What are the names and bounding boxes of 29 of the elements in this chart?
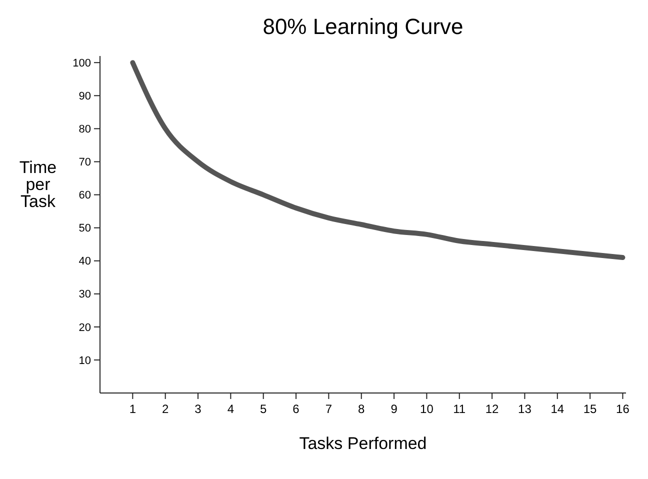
y-tick-label: 40 xyxy=(78,256,91,268)
x-tick-label: 5 xyxy=(260,402,268,416)
y-tick-label: 100 xyxy=(72,57,91,70)
y-axis-title: Time per Task xyxy=(19,158,57,211)
chart-title: 80% Learning Curve xyxy=(262,14,464,39)
y-tick-label: 30 xyxy=(78,288,91,301)
x-tick-label: 14 xyxy=(550,402,564,416)
x-tick-label: 3 xyxy=(194,402,202,416)
x-tick-label: 15 xyxy=(583,402,598,416)
x-axis-title: Tasks Performed xyxy=(299,434,427,453)
x-tick-label: 1 xyxy=(129,402,136,416)
y-tick-label: 10 xyxy=(78,354,91,367)
y-tick-label: 50 xyxy=(78,222,91,235)
x-tick-label: 16 xyxy=(616,402,630,416)
x-tick-label: 7 xyxy=(325,402,332,416)
x-tick-label: 4 xyxy=(227,402,234,416)
x-tick-label: 11 xyxy=(453,402,466,416)
y-tick-label: 70 xyxy=(78,156,91,169)
x-tick-label: 8 xyxy=(358,402,366,416)
x-tick-label: 2 xyxy=(162,402,169,416)
x-tick-label: 13 xyxy=(518,402,532,416)
x-tick-label: 9 xyxy=(390,402,398,416)
y-tick-label: 60 xyxy=(78,190,91,202)
y-tick-label: 20 xyxy=(78,322,91,334)
y-tick-label: 90 xyxy=(78,90,91,102)
x-tick-label: 12 xyxy=(485,402,500,416)
x-tick-label: 10 xyxy=(420,402,434,416)
y-tick-label: 80 xyxy=(78,124,91,136)
x-tick-label: 6 xyxy=(292,402,300,416)
